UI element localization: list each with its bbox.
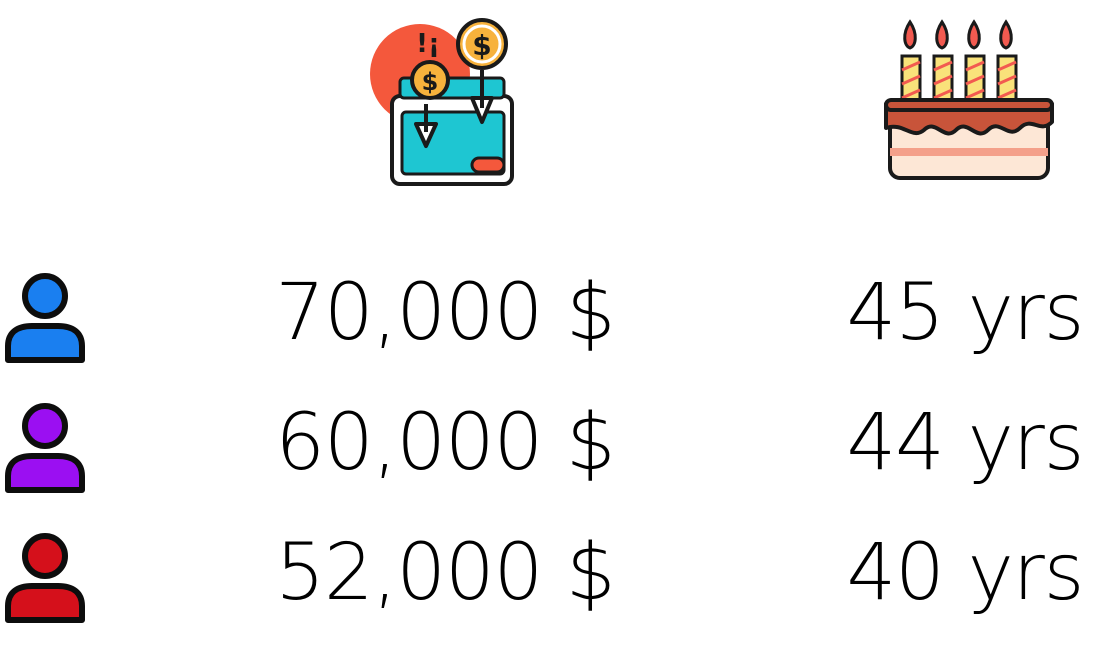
table-row: 70,000 $ 45 yrs	[0, 258, 1100, 368]
svg-text:!¡: !¡	[416, 29, 440, 59]
salary-value: 70,000 $	[275, 268, 615, 358]
age-value: 45 yrs	[846, 268, 1085, 358]
svg-text:$: $	[472, 29, 491, 62]
birthday-cake-icon	[884, 19, 1054, 180]
table-row: 52,000 $ 40 yrs	[0, 518, 1100, 628]
person-icon	[5, 273, 85, 363]
svg-text:$: $	[422, 68, 439, 96]
table-row: 60,000 $ 44 yrs	[0, 388, 1100, 498]
wallet-coins-icon: $ $ !¡	[370, 18, 514, 186]
person-icon	[5, 403, 85, 493]
salary-value: 52,000 $	[275, 528, 615, 618]
age-value: 40 yrs	[846, 528, 1085, 618]
person-icon	[5, 533, 85, 623]
age-value: 44 yrs	[846, 398, 1085, 488]
salary-value: 60,000 $	[275, 398, 615, 488]
